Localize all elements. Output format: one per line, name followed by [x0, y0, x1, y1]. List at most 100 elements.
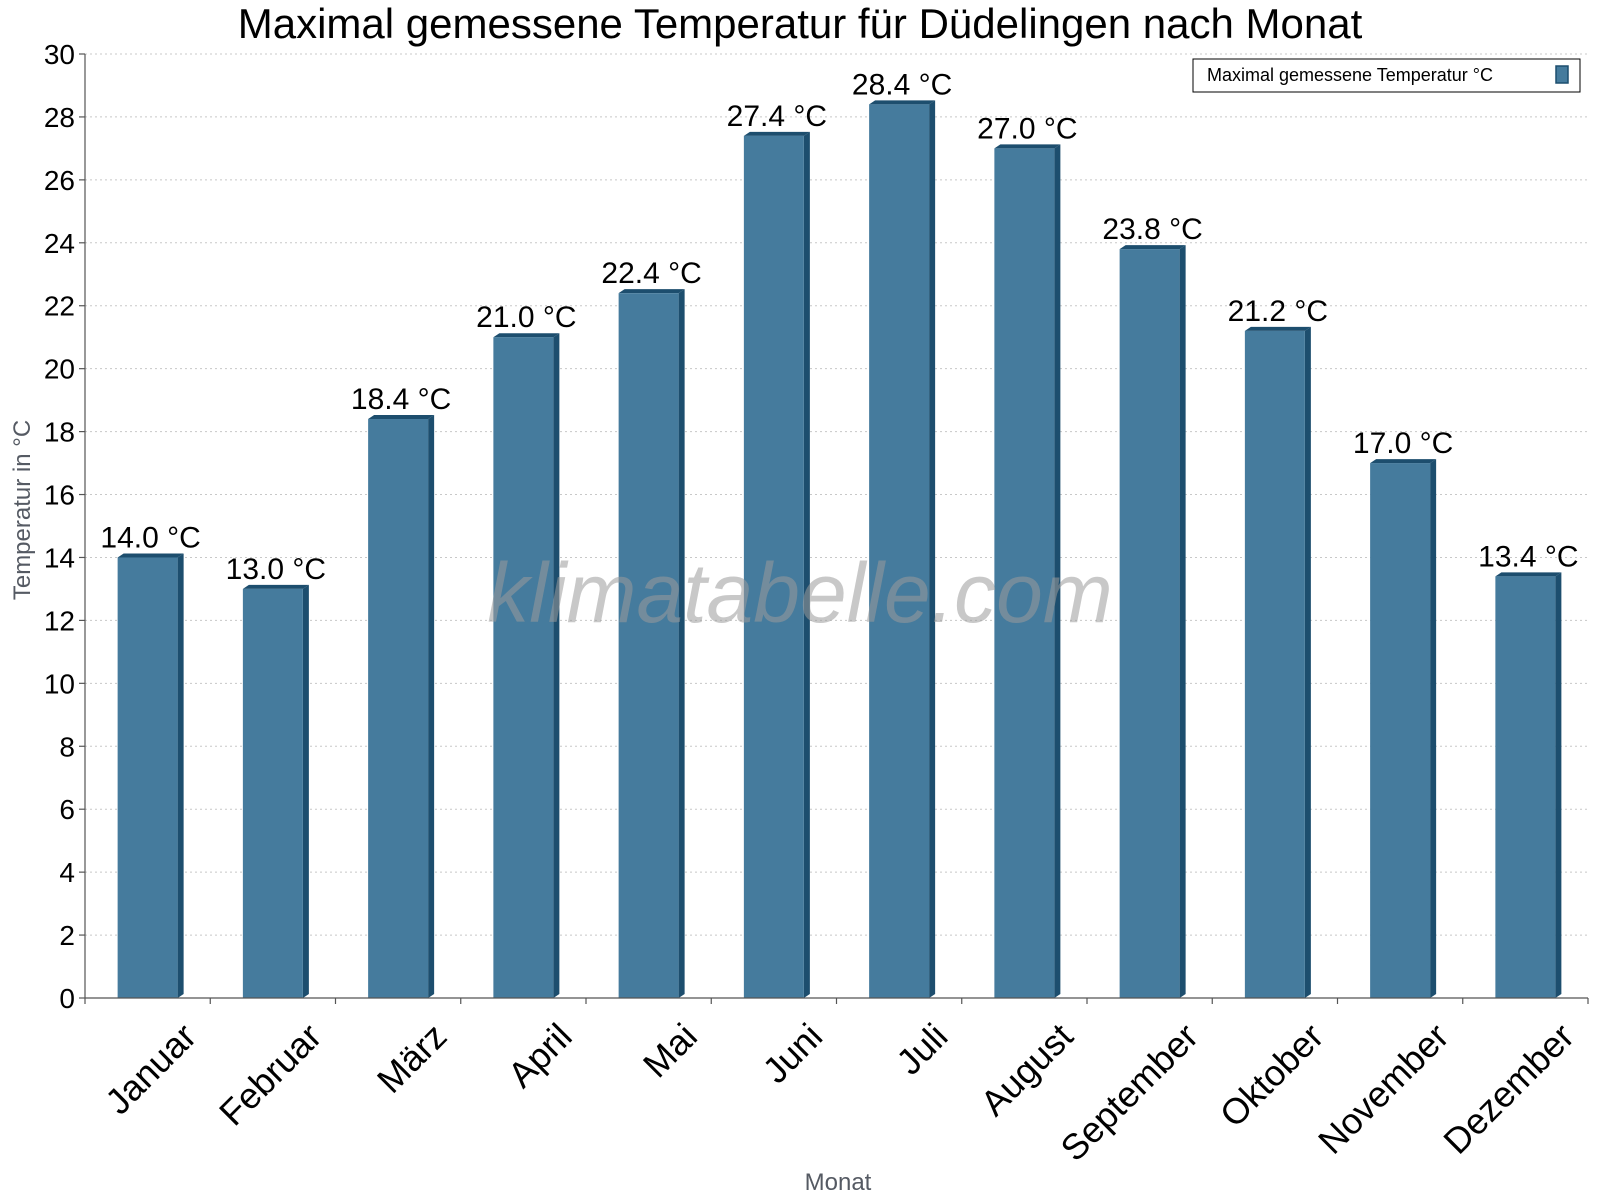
x-tick-label: Juli — [888, 1015, 955, 1082]
bar-side — [803, 131, 810, 998]
bar — [869, 104, 930, 998]
x-tick-label: März — [369, 1015, 455, 1101]
x-axis-label: Monat — [805, 1169, 872, 1196]
data-label: 28.4 °C — [852, 68, 952, 101]
bar-group: 21.2 °C — [1228, 295, 1328, 998]
bar-side — [553, 333, 560, 998]
bar — [618, 293, 679, 998]
data-label: 18.4 °C — [351, 383, 451, 416]
bar — [994, 148, 1055, 998]
bar-group: 17.0 °C — [1353, 427, 1453, 999]
y-tick-label: 16 — [44, 480, 75, 511]
x-tick-label: Oktober — [1212, 1015, 1332, 1135]
bar-group: 28.4 °C — [852, 68, 952, 998]
x-tick-label: Juni — [755, 1015, 831, 1091]
data-label: 23.8 °C — [1102, 213, 1202, 246]
bar — [493, 337, 554, 998]
bar-top — [1244, 326, 1311, 331]
legend-swatch — [1555, 65, 1569, 84]
y-tick-label: 28 — [44, 102, 75, 133]
bar-side — [177, 553, 184, 998]
y-tick-label: 22 — [44, 291, 75, 322]
bar — [743, 135, 804, 998]
bar-side — [428, 415, 435, 999]
bar-group: 14.0 °C — [100, 521, 201, 998]
data-label: 14.0 °C — [100, 521, 200, 554]
bar-side — [1430, 459, 1437, 999]
bar — [242, 588, 303, 998]
y-tick-label: 12 — [44, 605, 75, 636]
bar-top — [869, 100, 936, 105]
x-tick-label: Februar — [211, 1015, 329, 1133]
bar-group: 21.0 °C — [476, 301, 577, 998]
bar-group: 13.4 °C — [1478, 540, 1579, 998]
y-tick-label: 0 — [59, 983, 75, 1014]
x-tick-label: Dezember — [1435, 1015, 1581, 1161]
data-label: 21.2 °C — [1228, 295, 1328, 328]
y-tick-label: 6 — [59, 794, 75, 825]
bar-side — [302, 584, 309, 998]
y-tick-label: 26 — [44, 165, 75, 196]
y-tick-label: 30 — [44, 39, 75, 70]
y-tick-label: 24 — [44, 228, 75, 259]
bar-group: 27.0 °C — [977, 112, 1078, 998]
data-label: 27.4 °C — [727, 100, 827, 133]
x-tick-label: Januar — [97, 1015, 204, 1122]
x-tick-label: September — [1052, 1015, 1206, 1169]
bar — [1244, 330, 1305, 998]
data-label: 13.4 °C — [1478, 540, 1578, 573]
watermark: klimatabelle.com — [487, 546, 1113, 640]
y-tick-label: 20 — [44, 354, 75, 385]
legend: Maximal gemessene Temperatur °C — [1192, 58, 1581, 93]
x-tick-label: November — [1310, 1015, 1456, 1161]
bar-top — [1370, 459, 1437, 464]
y-tick-label: 14 — [44, 542, 75, 573]
bar-top — [242, 584, 309, 589]
data-label: 13.0 °C — [226, 553, 326, 586]
x-tick-label: April — [500, 1015, 580, 1095]
bar-top — [117, 553, 184, 558]
data-label: 17.0 °C — [1353, 427, 1453, 460]
bar — [1119, 249, 1180, 999]
bar-top — [618, 289, 685, 294]
bar — [1370, 463, 1431, 999]
data-label: 27.0 °C — [977, 112, 1077, 145]
bar — [117, 557, 178, 998]
y-tick-label: 2 — [59, 920, 75, 951]
data-label: 22.4 °C — [601, 257, 701, 290]
grid-lines — [85, 53, 1588, 936]
bar-group: 27.4 °C — [727, 100, 827, 998]
bar-top — [368, 415, 435, 420]
bar-side — [929, 100, 936, 998]
y-tick-label: 10 — [44, 668, 75, 699]
bar-top — [1119, 245, 1186, 250]
data-label: 21.0 °C — [476, 301, 576, 334]
y-tick-label: 8 — [59, 731, 75, 762]
y-tick-label: 4 — [59, 857, 75, 888]
bar-top — [1495, 572, 1562, 577]
x-tick-label: Mai — [635, 1015, 705, 1085]
y-tick-label: 18 — [44, 417, 75, 448]
chart-title: Maximal gemessene Temperatur für Düdelin… — [238, 0, 1363, 47]
legend-label: Maximal gemessene Temperatur °C — [1207, 65, 1493, 85]
bar-top — [994, 144, 1061, 149]
bar-group: 23.8 °C — [1102, 213, 1203, 999]
bar-group: 22.4 °C — [601, 257, 702, 998]
bar-top — [743, 131, 810, 136]
bar-top — [493, 333, 560, 338]
y-axis-label: Temperatur in °C — [9, 420, 36, 600]
legend-box — [1192, 58, 1581, 93]
bar — [1495, 576, 1556, 998]
bar-side — [1179, 245, 1186, 999]
bar-side — [1054, 144, 1061, 998]
bar — [368, 419, 429, 999]
x-tick-label: August — [972, 1015, 1080, 1123]
bar-group: 18.4 °C — [351, 383, 451, 999]
bar-side — [678, 289, 685, 998]
bar-side — [1555, 572, 1562, 998]
bars: 14.0 °C 13.0 °C 18.4 °C 21.0 °C 22.4 °C 27.4 … — [100, 68, 1579, 999]
bar-side — [1304, 326, 1311, 998]
bar-group: 13.0 °C — [226, 553, 326, 998]
